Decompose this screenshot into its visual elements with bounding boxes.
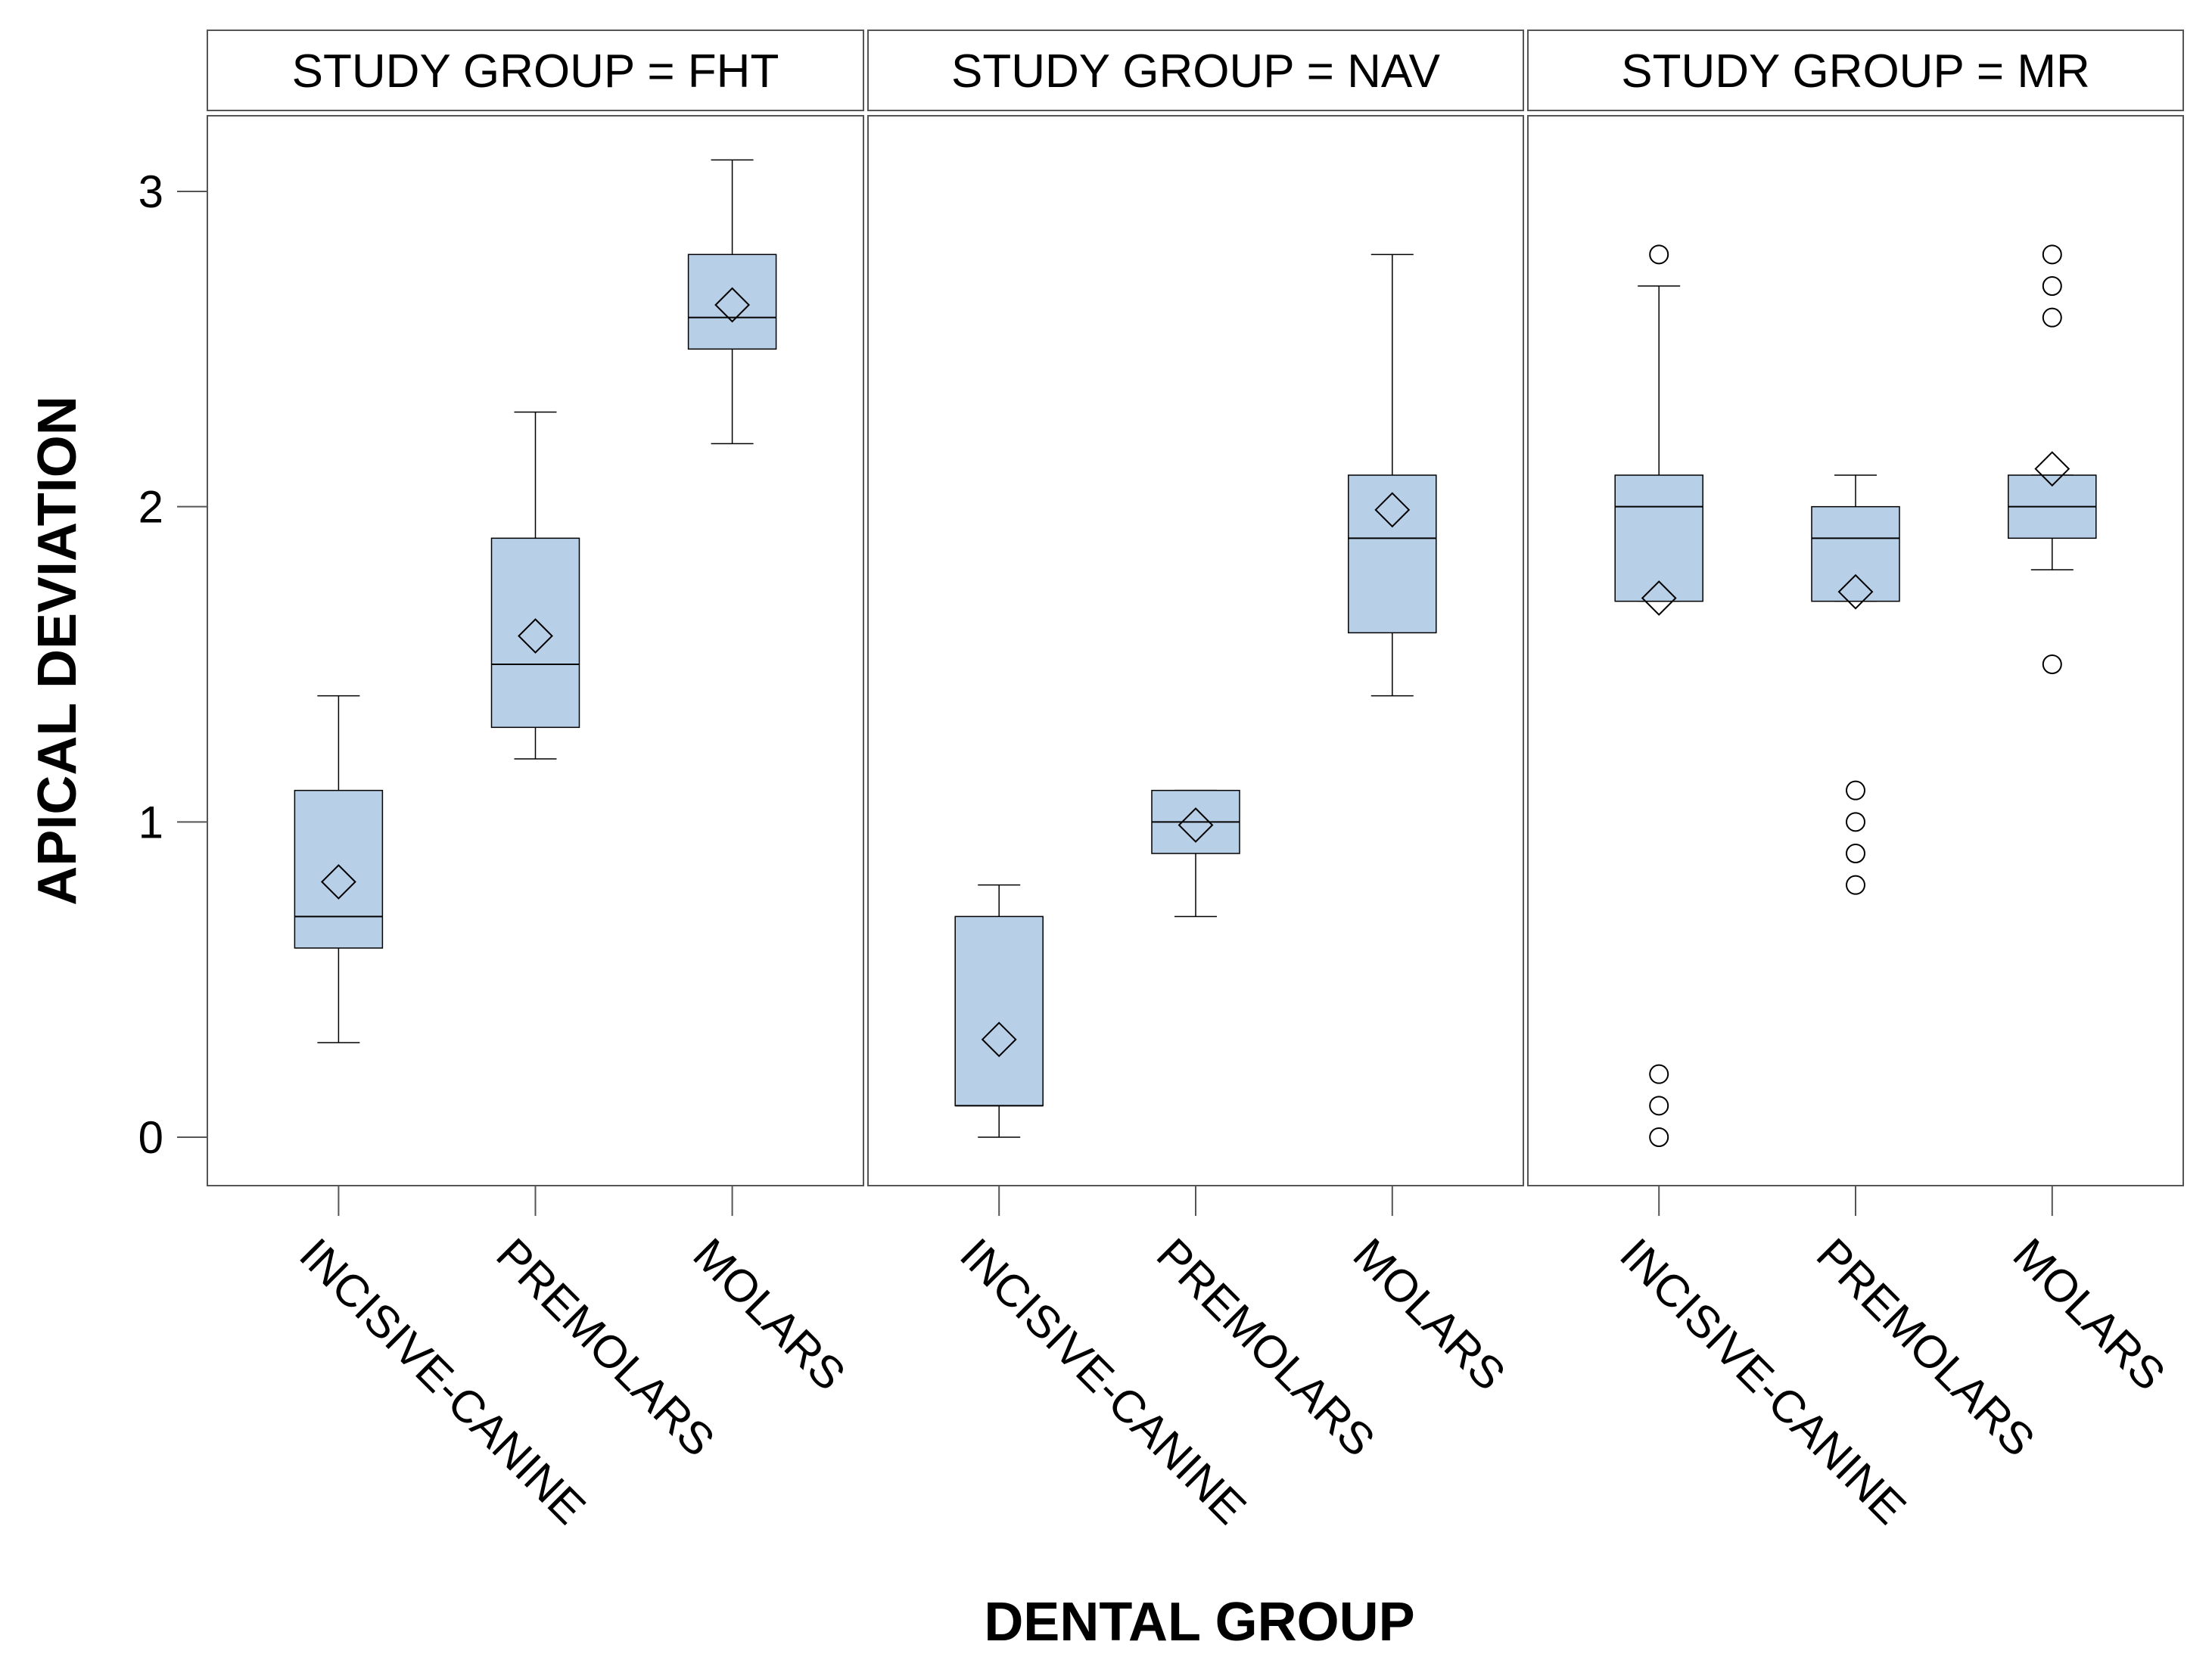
iqr-box: [1811, 505, 1900, 602]
outlier-point: [1649, 244, 1669, 265]
iqr-box: [1348, 474, 1437, 634]
iqr-box: [1614, 474, 1703, 602]
y-tick-label: 1: [138, 797, 163, 847]
y-tick-label: 2: [138, 482, 163, 533]
panel-title-2: STUDY GROUP = NAV: [951, 45, 1441, 98]
panel-header-1: [207, 30, 864, 111]
mean-marker: [2034, 451, 2070, 487]
x-axis-title: DENTAL GROUP: [984, 1592, 1414, 1652]
box-1-premolars: [490, 411, 580, 760]
box-1-incisive-canine: [294, 695, 384, 1043]
box-3-molars: [2008, 244, 2097, 674]
outlier-point: [1846, 875, 1865, 895]
panel-header-3: [1527, 30, 2184, 111]
outlier-point: [2042, 307, 2062, 328]
outlier-point: [2042, 654, 2062, 674]
box-3-premolars: [1811, 474, 1900, 895]
mean-marker: [1178, 807, 1214, 843]
mean-marker: [714, 287, 751, 323]
outlier-point: [1846, 844, 1865, 863]
iqr-box: [954, 916, 1044, 1107]
outlier-point: [1649, 1127, 1669, 1147]
outlier-point: [1846, 812, 1865, 832]
y-axis-title: APICAL DEVIATION: [27, 396, 88, 905]
iqr-box: [687, 253, 777, 350]
y-tick-label: 0: [138, 1112, 163, 1163]
outlier-point: [2042, 276, 2062, 296]
panel-title-3: STUDY GROUP = MR: [1621, 45, 2090, 98]
mean-marker: [981, 1021, 1017, 1058]
y-tick-label: 3: [138, 166, 163, 217]
outlier-point: [2042, 244, 2062, 265]
mean-marker: [1374, 492, 1411, 528]
box-2-molars: [1348, 253, 1437, 697]
mean-marker: [1837, 574, 1874, 610]
box-2-incisive-canine: [954, 884, 1044, 1138]
x-tick-label: MOLARS: [2004, 1229, 2176, 1401]
x-tick-label: MOLARS: [1344, 1229, 1516, 1401]
iqr-box: [490, 537, 580, 729]
outlier-point: [1846, 780, 1865, 801]
mean-marker: [320, 864, 356, 900]
box-3-incisive-canine: [1614, 244, 1703, 1147]
iqr-box: [294, 789, 384, 949]
mean-marker: [1641, 580, 1677, 616]
outlier-point: [1649, 1064, 1669, 1084]
box-2-premolars: [1151, 789, 1240, 918]
outlier-point: [1649, 1096, 1669, 1116]
box-1-molars: [687, 159, 777, 445]
panel-title-1: STUDY GROUP = FHT: [292, 45, 779, 98]
mean-marker: [518, 618, 553, 654]
x-tick-label: MOLARS: [683, 1229, 855, 1401]
panel-frame-3: [1527, 115, 2184, 1186]
panel-header-2: [867, 30, 1524, 111]
